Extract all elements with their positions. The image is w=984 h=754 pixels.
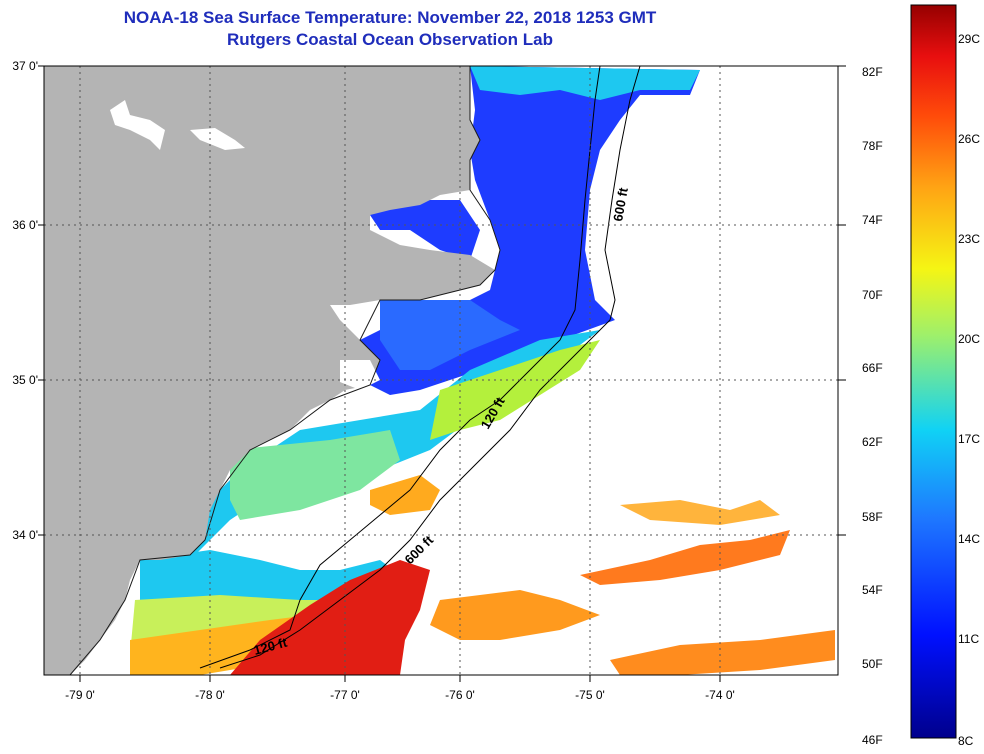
colorbar-label-c: 17C (958, 432, 981, 446)
sst-patch (230, 430, 400, 520)
colorbar-label-c: 20C (958, 332, 981, 346)
colorbar-label-c: 29C (958, 32, 981, 46)
isobath-label: 600 ft (610, 186, 631, 223)
sst-field (130, 66, 835, 675)
colorbar-label-f: 82F (862, 65, 883, 79)
lon-label: -74 0' (705, 688, 735, 702)
colorbar-label-f: 70F (862, 288, 883, 302)
map-subtitle: Rutgers Coastal Ocean Observation Lab (227, 30, 553, 49)
lake (340, 360, 380, 390)
colorbar (910, 4, 957, 739)
map-title: NOAA-18 Sea Surface Temperature: Novembe… (123, 8, 657, 27)
lon-label: -78 0' (195, 688, 225, 702)
sst-patch (430, 340, 600, 440)
axis-ticks (38, 65, 846, 682)
lake (190, 128, 245, 150)
sst-patch (360, 200, 480, 260)
colorbar-label-c: 14C (958, 532, 981, 546)
lon-label: -75 0' (575, 688, 605, 702)
isobath-120ft (199, 66, 601, 669)
isobath-600ft (219, 66, 641, 669)
colorbar-label-c: 26C (958, 132, 981, 146)
colorbar-label-c: 11C (958, 632, 980, 646)
sst-patch (580, 530, 790, 585)
sst-patch (620, 500, 780, 525)
sst-patch (370, 475, 440, 515)
sst-patch (230, 560, 430, 675)
lon-label: -79 0' (65, 688, 95, 702)
colorbar-label-c: 8C (958, 734, 974, 748)
sst-patch (610, 630, 835, 675)
coastline (69, 66, 501, 675)
sst-patch (430, 590, 600, 640)
colorbar-label-f: 66F (862, 361, 883, 375)
lat-label: 36 0' (12, 218, 38, 232)
lake (110, 100, 165, 150)
graticule (44, 66, 838, 675)
lon-label: -77 0' (330, 688, 360, 702)
colorbar-label-c: 23C (958, 232, 981, 246)
sst-patch (380, 300, 520, 370)
colorbar-label-f: 74F (862, 213, 883, 227)
sst-patch (340, 66, 700, 395)
lat-label: 37 0' (12, 59, 38, 73)
colorbar-label-f: 54F (862, 583, 883, 597)
colorbar-label-f: 78F (862, 139, 883, 153)
colorbar-label-f: 62F (862, 435, 883, 449)
lat-label: 35 0' (12, 373, 38, 387)
colorbar-label-f: 46F (862, 733, 883, 747)
land-mass (44, 66, 495, 675)
colorbar-label-f: 50F (862, 657, 883, 671)
lat-label: 34 0' (12, 528, 38, 542)
lon-label: -76 0' (445, 688, 475, 702)
sst-patch (470, 66, 700, 100)
colorbar-label-f: 58F (862, 510, 883, 524)
